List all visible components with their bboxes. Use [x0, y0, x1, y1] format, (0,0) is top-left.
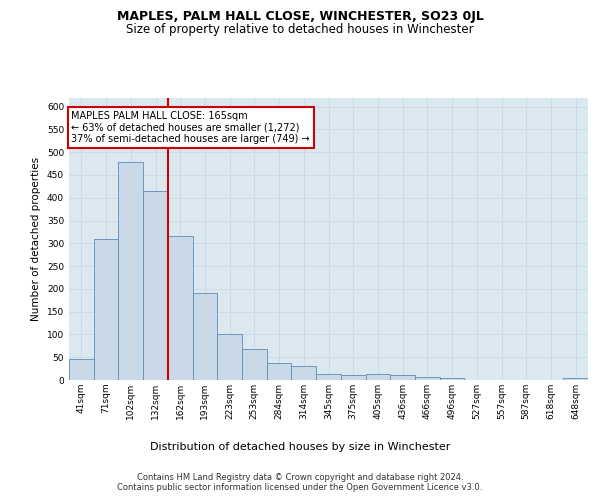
- Bar: [118, 162, 143, 380]
- Y-axis label: Number of detached properties: Number of detached properties: [31, 156, 41, 321]
- Bar: [415, 377, 440, 380]
- Bar: [193, 294, 217, 380]
- Bar: [242, 349, 267, 380]
- Bar: [440, 378, 464, 380]
- Bar: [94, 239, 118, 380]
- Bar: [341, 376, 365, 380]
- Bar: [390, 374, 415, 380]
- Text: Distribution of detached houses by size in Winchester: Distribution of detached houses by size …: [150, 442, 450, 452]
- Bar: [267, 362, 292, 380]
- Bar: [217, 334, 242, 380]
- Bar: [365, 374, 390, 380]
- Text: Size of property relative to detached houses in Winchester: Size of property relative to detached ho…: [126, 22, 474, 36]
- Text: Contains HM Land Registry data © Crown copyright and database right 2024.
Contai: Contains HM Land Registry data © Crown c…: [118, 472, 482, 492]
- Bar: [292, 366, 316, 380]
- Bar: [563, 378, 588, 380]
- Text: MAPLES, PALM HALL CLOSE, WINCHESTER, SO23 0JL: MAPLES, PALM HALL CLOSE, WINCHESTER, SO2…: [116, 10, 484, 23]
- Bar: [316, 374, 341, 380]
- Bar: [168, 236, 193, 380]
- Bar: [143, 191, 168, 380]
- Bar: [69, 358, 94, 380]
- Text: MAPLES PALM HALL CLOSE: 165sqm
← 63% of detached houses are smaller (1,272)
37% : MAPLES PALM HALL CLOSE: 165sqm ← 63% of …: [71, 111, 310, 144]
